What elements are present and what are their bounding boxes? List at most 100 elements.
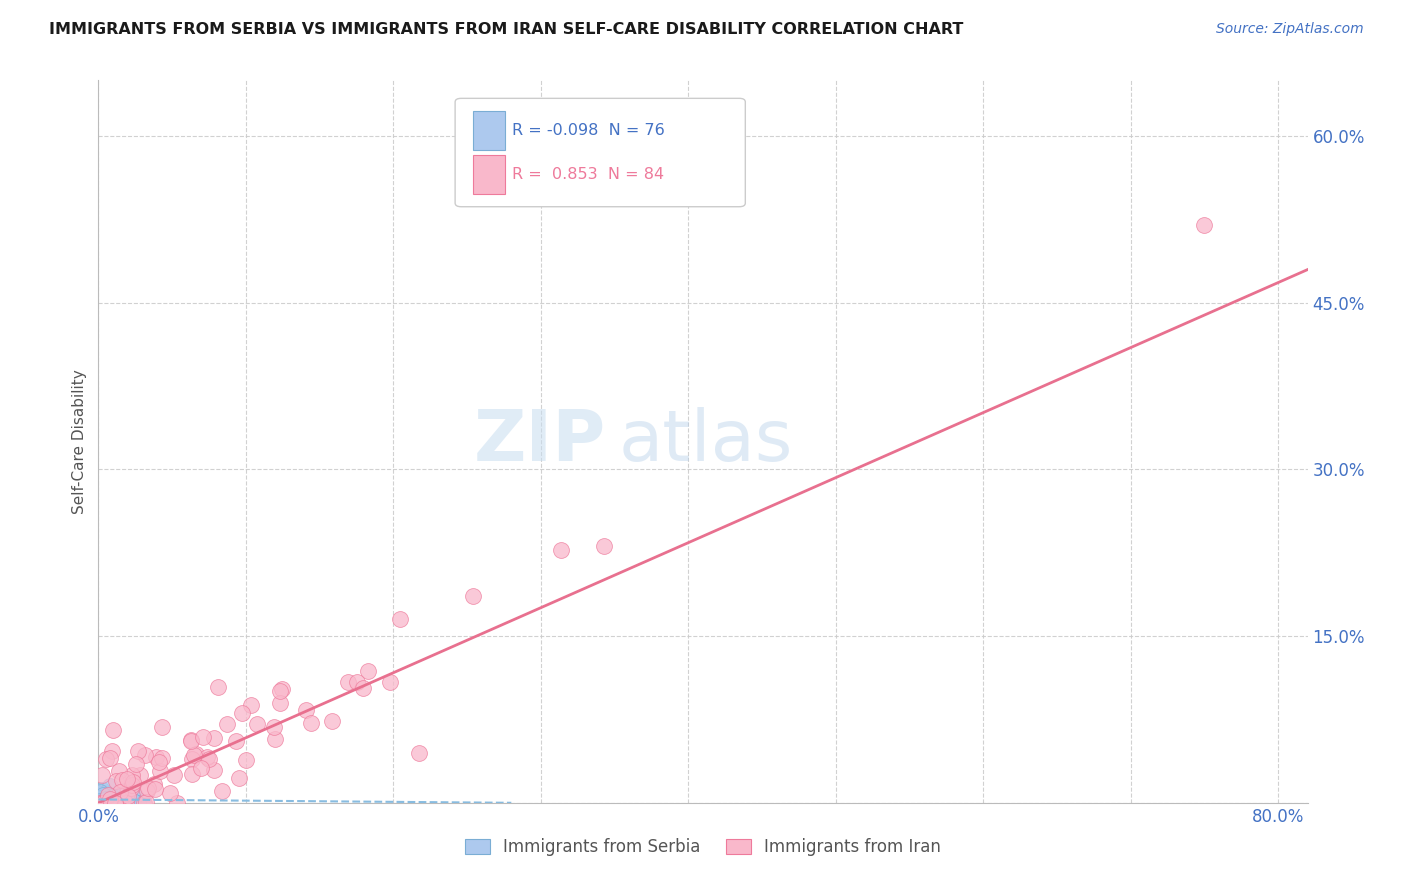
Point [94,796,117,810]
Point [117,789,139,804]
Point [207,680,229,694]
Point [90,796,112,810]
Point [100,791,122,805]
Point [180,733,202,747]
Point [125,757,148,772]
Point [98,751,121,765]
Point [183,747,205,762]
Point [94,795,117,809]
Point [180,751,202,765]
Point [357,664,380,678]
Point [94,792,117,806]
Point [100,791,122,805]
Legend: Immigrants from Serbia, Immigrants from Iran: Immigrants from Serbia, Immigrants from … [458,831,948,863]
Point [152,751,174,765]
Point [121,778,143,792]
Point [150,720,173,734]
Point [91,789,114,803]
Point [93,793,115,807]
Text: IMMIGRANTS FROM SERBIA VS IMMIGRANTS FROM IRAN SELF-CARE DISABILITY CORRELATION : IMMIGRANTS FROM SERBIA VS IMMIGRANTS FRO… [49,22,963,37]
Point [378,674,401,689]
Point [239,698,262,713]
Point [89,794,111,808]
Point [103,794,125,808]
Point [89,789,111,804]
Point [295,702,318,716]
Point [132,795,155,809]
Point [195,750,218,764]
Point [100,744,122,758]
Text: R =  0.853  N = 84: R = 0.853 N = 84 [512,167,664,182]
Point [87,787,110,801]
Point [104,796,127,810]
Point [115,772,138,786]
Point [104,793,127,807]
Point [120,780,142,795]
Point [89,795,111,809]
Point [94,794,117,808]
Point [136,780,159,795]
Point [235,753,257,767]
Point [91,789,114,803]
Point [225,733,247,747]
Point [94,796,117,810]
Point [97,788,120,802]
Point [159,786,181,800]
Point [115,789,138,803]
Point [96,793,118,807]
Point [346,675,368,690]
Point [121,794,143,808]
Point [190,761,212,775]
Point [127,796,149,810]
FancyBboxPatch shape [474,112,505,151]
Point [550,543,572,558]
Point [184,747,207,762]
Point [110,789,132,803]
Point [145,781,167,796]
Point [231,706,253,721]
Point [94,790,117,805]
Point [122,775,145,789]
Point [115,786,138,800]
Point [101,790,124,805]
Point [163,768,186,782]
Point [96,789,118,803]
Point [114,796,136,810]
Point [104,792,127,806]
Point [89,796,111,810]
Point [103,792,125,806]
Point [101,795,124,809]
Point [299,715,322,730]
Point [111,772,134,787]
Point [121,768,143,782]
Point [122,790,145,805]
Point [1194,218,1216,232]
Point [211,784,233,798]
FancyBboxPatch shape [456,98,745,207]
Text: atlas: atlas [619,407,793,476]
Point [263,719,285,733]
Point [94,751,117,765]
Point [96,794,118,808]
Text: R = -0.098  N = 76: R = -0.098 N = 76 [512,123,665,138]
Point [93,795,115,809]
Point [143,777,166,791]
Point [321,714,343,729]
Point [166,796,188,810]
Point [136,784,159,798]
Point [91,796,114,810]
Point [101,793,124,807]
Point [108,785,131,799]
Point [115,796,138,810]
Point [98,789,121,803]
Point [104,796,127,810]
Point [94,795,117,809]
FancyBboxPatch shape [474,154,505,194]
Point [96,793,118,807]
Point [87,793,110,807]
Point [103,723,125,737]
Point [94,787,117,801]
Point [149,764,172,778]
Point [352,681,374,696]
Text: Source: ZipAtlas.com: Source: ZipAtlas.com [1216,22,1364,37]
